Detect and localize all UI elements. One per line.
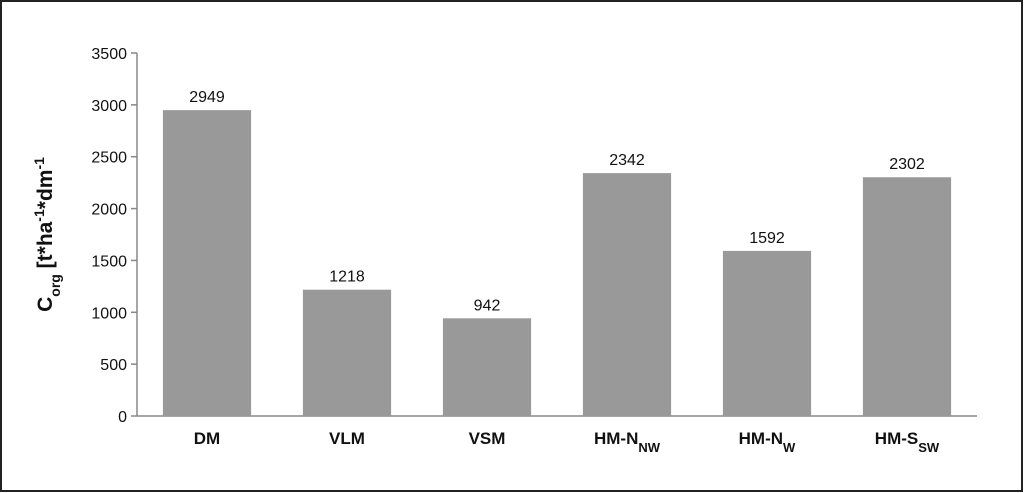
bar — [722, 250, 812, 416]
x-tick-label: HM-NW — [739, 429, 796, 455]
y-tick-label: 0 — [118, 409, 127, 426]
x-tick-label: VSM — [469, 429, 506, 448]
y-label-part: [t*ha — [34, 221, 57, 274]
y-tick-label: 3500 — [91, 46, 127, 63]
data-label: 1592 — [749, 230, 785, 247]
x-tick-label: HM-NNW — [594, 429, 661, 455]
data-label: 2342 — [609, 152, 645, 169]
category-part: SW — [918, 440, 940, 455]
bar — [302, 289, 392, 416]
x-tick-label: DM — [194, 429, 220, 448]
y-tick-label: 1500 — [91, 253, 127, 270]
bar — [442, 318, 532, 416]
x-tick-label: HM-SSW — [875, 429, 940, 455]
data-label: 2949 — [189, 89, 225, 106]
y-label-part: C — [34, 297, 57, 312]
category-part: HM-S — [875, 429, 918, 448]
bar — [862, 177, 952, 416]
bar — [162, 110, 252, 416]
data-label: 1218 — [329, 269, 365, 286]
data-label: 942 — [474, 297, 501, 314]
y-tick-label: 2500 — [91, 150, 127, 167]
category-part: NW — [638, 440, 660, 455]
y-label-part: *dm — [34, 170, 57, 210]
y-tick-label: 2000 — [91, 202, 127, 219]
y-tick-label: 1000 — [91, 305, 127, 322]
category-part: DM — [194, 429, 220, 448]
x-tick-label: VLM — [329, 429, 365, 448]
y-axis-label: Corg [t*ha-1*dm-1 — [31, 157, 63, 312]
category-part: HM-N — [594, 429, 638, 448]
data-label: 2302 — [889, 156, 925, 173]
y-tick-label: 3000 — [91, 98, 127, 115]
category-part: VLM — [329, 429, 365, 448]
category-part: VSM — [469, 429, 506, 448]
y-tick-label: 500 — [100, 357, 127, 374]
y-label-part: org — [47, 274, 63, 297]
bar — [582, 173, 672, 416]
y-label-part: -1 — [31, 157, 47, 170]
category-part: HM-N — [739, 429, 783, 448]
y-label-part: -1 — [31, 209, 47, 222]
category-part: W — [783, 440, 796, 455]
